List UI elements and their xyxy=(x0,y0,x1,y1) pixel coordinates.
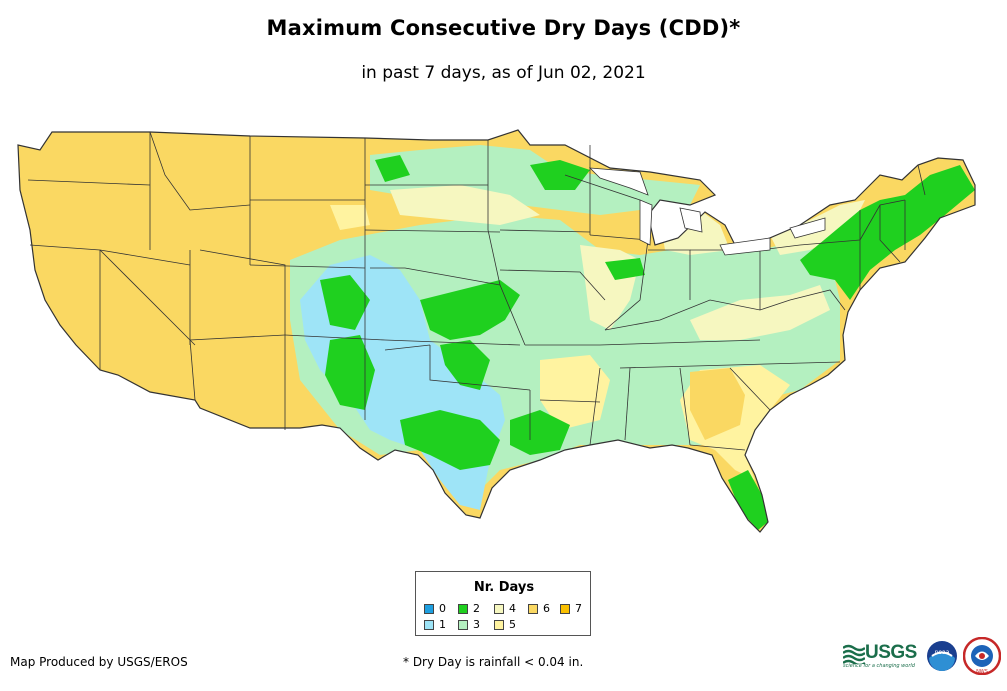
map-subtitle: in past 7 days, as of Jun 02, 2021 xyxy=(361,63,646,83)
usgs-tagline: science for a changing world xyxy=(843,663,915,669)
legend-label: 5 xyxy=(509,618,516,631)
legend-label: 1 xyxy=(439,618,446,631)
legend-item-2: 2 xyxy=(458,602,480,615)
legend-label: 2 xyxy=(473,602,480,615)
cdd-regions xyxy=(290,145,975,530)
legend-item-4: 4 xyxy=(494,602,516,615)
nws-logo-icon[interactable]: NWS xyxy=(963,637,1001,675)
region-4-days-plains xyxy=(390,185,540,225)
noaa-wordmark: noaa xyxy=(935,649,950,656)
legend-label: 6 xyxy=(543,602,550,615)
region-5-days-wyoming xyxy=(330,205,370,230)
region-2-days-minnesota xyxy=(530,160,590,190)
legend-item-7: 7 xyxy=(560,602,582,615)
usgs-wordmark: USGS xyxy=(865,642,917,663)
legend-item-5: 5 xyxy=(494,618,516,631)
legend-swatch xyxy=(424,603,434,614)
region-5-days-louisiana xyxy=(540,355,610,430)
legend-swatch xyxy=(424,619,434,630)
region-6-days-georgia xyxy=(690,368,745,440)
region-2-days-newmexico xyxy=(325,335,375,410)
legend-item-1: 1 xyxy=(424,618,446,631)
region-2-days-gulf xyxy=(510,410,570,455)
legend-swatch xyxy=(560,603,570,614)
great-lakes xyxy=(588,167,826,256)
legend-item-6: 6 xyxy=(528,602,550,615)
legend-label: 3 xyxy=(473,618,480,631)
dry-day-footnote: * Dry Day is rainfall < 0.04 in. xyxy=(403,655,584,669)
producer-credit: Map Produced by USGS/EROS xyxy=(10,655,188,669)
region-2-days-colorado xyxy=(320,275,370,330)
region-2-days-texas xyxy=(400,410,500,470)
legend-item-3: 3 xyxy=(458,618,480,631)
nws-wordmark: NWS xyxy=(976,669,988,675)
usgs-logo[interactable]: USGS science for a changing world xyxy=(843,642,921,669)
legend-item-0: 0 xyxy=(424,602,446,615)
region-2-days-oklahoma xyxy=(440,340,490,390)
region-2-days-florida xyxy=(728,470,768,530)
region-3-days-north xyxy=(370,145,700,215)
legend-swatch xyxy=(458,619,468,630)
legend-label: 0 xyxy=(439,602,446,615)
noaa-logo-icon[interactable]: noaa xyxy=(926,640,958,672)
region-2-days-illinois xyxy=(605,258,645,280)
legend-swatch xyxy=(494,619,504,630)
map-title: Maximum Consecutive Dry Days (CDD)* xyxy=(266,16,741,40)
region-2-days-northeast xyxy=(800,165,975,300)
legend-label: 7 xyxy=(575,602,582,615)
legend-swatch xyxy=(458,603,468,614)
region-2-days-kansas xyxy=(420,280,520,340)
legend-title: Nr. Days xyxy=(473,580,535,595)
legend-swatch xyxy=(528,603,538,614)
usgs-wave-icon xyxy=(843,644,865,664)
legend-label: 4 xyxy=(509,602,516,615)
region-2-days-northdakota xyxy=(375,155,410,182)
legend: Nr. Days 0 1 2 3 4 5 6 7 xyxy=(415,571,591,636)
legend-swatch xyxy=(494,603,504,614)
